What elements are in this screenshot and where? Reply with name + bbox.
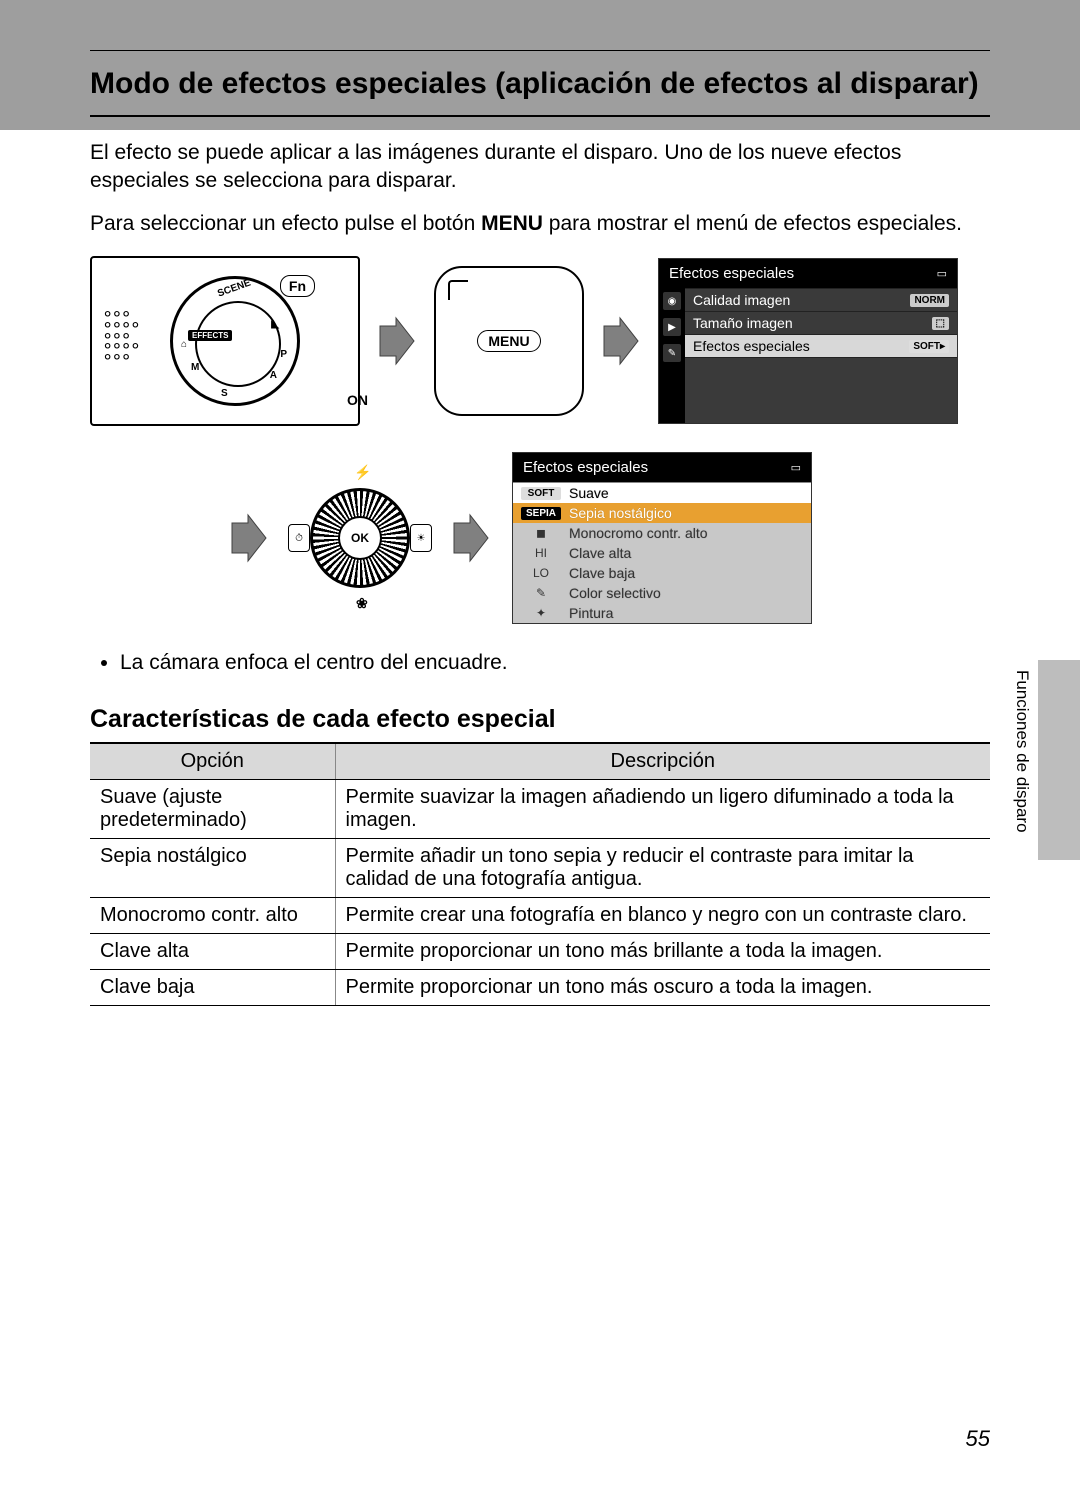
play-icon: ▶ (663, 318, 681, 336)
table-row: Sepia nostálgico Permite añadir un tono … (90, 839, 990, 898)
lcd2-title: Efectos especiales (523, 459, 648, 476)
table-header-option: Opción (90, 743, 335, 780)
lcd2-label: Pintura (569, 605, 613, 621)
lcd2-row: ✦ Pintura (513, 603, 811, 623)
para2-part-a: Para seleccionar un efecto pulse el botó… (90, 212, 481, 235)
table-header-row: Opción Descripción (90, 743, 990, 780)
lcd2-tag: ✦ (521, 606, 561, 620)
lcd2-tag: SOFT (521, 487, 561, 500)
lcd1-row-label: Calidad imagen (693, 292, 790, 308)
figure-row-2: ⚡ ⏱ OK ☀ ❀ Efectos especiales ▭ SOFT Suav… (230, 452, 990, 624)
lcd1-row-badge: ⬚ (932, 317, 949, 330)
table-header-description: Descripción (335, 743, 990, 780)
arrow-right-icon (602, 316, 640, 366)
page-number: 55 (966, 1426, 990, 1452)
figure-row-1: ∘∘∘∘∘∘∘∘∘∘∘∘∘∘∘∘∘ Fn SCENE ◣ P A S M ⌂ E… (90, 256, 990, 426)
lcd2-tag: SEPIA (521, 507, 561, 520)
arrow-right-icon (230, 513, 268, 563)
effects-dial-label: EFFECTS (188, 330, 232, 341)
table-cell-desc: Permite suavizar la imagen añadiendo un … (335, 780, 990, 839)
ok-multiselector-illustration: ⚡ ⏱ OK ☀ ❀ (290, 468, 430, 608)
lcd2-row-selected: SEPIA Sepia nostálgico (513, 503, 811, 523)
effects-table: Opción Descripción Suave (ajuste predete… (90, 742, 990, 1006)
table-cell-desc: Permite proporcionar un tono más brillan… (335, 934, 990, 970)
lcd2-tag: LO (521, 566, 561, 580)
table-cell-option: Suave (ajuste predeterminado) (90, 780, 335, 839)
lcd1-row-label: Efectos especiales (693, 338, 810, 354)
lcd2-label: Monocromo contr. alto (569, 525, 708, 541)
lcd2-label: Suave (569, 485, 609, 501)
lcd2-rows: SOFT Suave SEPIA Sepia nostálgico ◼ Monocro… (513, 482, 811, 623)
lcd2-row: HI Clave alta (513, 543, 811, 563)
para2-part-c: para mostrar el menú de efectos especial… (543, 212, 962, 235)
intro-paragraph-2: Para seleccionar un efecto pulse el botó… (90, 210, 990, 238)
table-row: Suave (ajuste predeterminado) Permite su… (90, 780, 990, 839)
timer-icon: ⏱ (288, 524, 310, 552)
exposure-icon: ☀ (410, 524, 432, 552)
lcd2-row: SOFT Suave (513, 483, 811, 503)
intro-paragraph-1: El efecto se puede aplicar a las imágene… (90, 139, 990, 196)
lcd1-row-badge: NORM (910, 294, 949, 307)
page-title: Modo de efectos especiales (aplicación d… (90, 67, 990, 101)
lcd2-label: Clave alta (569, 545, 631, 561)
dial-outer: Fn SCENE ◣ P A S M ⌂ (170, 276, 300, 406)
lcd1-rows: Calidad imagen NORM Tamaño imagen ⬚ Efec… (685, 288, 957, 423)
menu-button-label: MENU (477, 330, 540, 352)
arrow-right-icon (452, 513, 490, 563)
lcd2-tag: HI (521, 546, 561, 560)
camera-mode-dial-illustration: ∘∘∘∘∘∘∘∘∘∘∘∘∘∘∘∘∘ Fn SCENE ◣ P A S M ⌂ E… (90, 256, 360, 426)
table-cell-option: Clave baja (90, 970, 335, 1006)
table-row: Monocromo contr. alto Permite crear una … (90, 898, 990, 934)
lcd2-header: Efectos especiales ▭ (513, 453, 811, 482)
lcd1-empty (685, 357, 957, 423)
lcd2-label: Clave baja (569, 565, 635, 581)
table-cell-option: Sepia nostálgico (90, 839, 335, 898)
battery-icon: ▭ (791, 461, 801, 474)
section-subheading: Características de cada efecto especial (90, 705, 990, 734)
dial-mode-letters: SCENE ◣ P A S M ⌂ (173, 279, 297, 403)
lcd2-row: ◼ Monocromo contr. alto (513, 523, 811, 543)
menu-label-inline: MENU (481, 212, 543, 235)
table-row: Clave alta Permite proporcionar un tono … (90, 934, 990, 970)
bullet-item: La cámara enfoca el centro del encuadre. (120, 648, 990, 677)
lcd2-label: Sepia nostálgico (569, 505, 672, 521)
lcd1-row: Tamaño imagen ⬚ (685, 311, 957, 334)
arrow-right-icon (378, 316, 416, 366)
table-cell-option: Clave alta (90, 934, 335, 970)
title-rule (90, 115, 990, 117)
table-cell-option: Monocromo contr. alto (90, 898, 335, 934)
lcd-menu-screen-1: Efectos especiales ▭ ◉ ▶ ✎ Calidad image… (658, 258, 958, 424)
page-content: Modo de efectos especiales (aplicación d… (0, 0, 1080, 1046)
lcd1-title: Efectos especiales (669, 265, 794, 282)
lcd1-header: Efectos especiales ▭ (659, 259, 957, 288)
camera-icon: ◉ (663, 292, 681, 310)
lcd2-row: LO Clave baja (513, 563, 811, 583)
on-switch-label: ON (347, 392, 368, 408)
flash-icon: ⚡ (354, 464, 371, 481)
table-cell-desc: Permite crear una fotografía en blanco y… (335, 898, 990, 934)
table-cell-desc: Permite proporcionar un tono más oscuro … (335, 970, 990, 1006)
lcd1-row-selected: Efectos especiales SOFT▸ (685, 334, 957, 357)
battery-icon: ▭ (937, 267, 947, 280)
top-rule (90, 50, 990, 51)
lcd2-row: ✎ Color selectivo (513, 583, 811, 603)
ok-ring: OK (310, 488, 410, 588)
wrench-icon: ✎ (663, 344, 681, 362)
lcd2-tag: ✎ (521, 586, 561, 600)
ok-button-label: OK (338, 516, 382, 560)
lcd1-sidebar: ◉ ▶ ✎ (659, 288, 685, 423)
menu-button-illustration: MENU (434, 266, 584, 416)
lcd-menu-screen-2: Efectos especiales ▭ SOFT Suave SEPIA Sepi… (512, 452, 812, 624)
table-row: Clave baja Permite proporcionar un tono … (90, 970, 990, 1006)
lcd2-label: Color selectivo (569, 585, 661, 601)
lcd1-row: Calidad imagen NORM (685, 288, 957, 311)
macro-icon: ❀ (356, 595, 368, 612)
lcd2-tag: ◼ (521, 526, 561, 540)
lcd1-row-label: Tamaño imagen (693, 315, 793, 331)
table-cell-desc: Permite añadir un tono sepia y reducir e… (335, 839, 990, 898)
grip-dots: ∘∘∘∘∘∘∘∘∘∘∘∘∘∘∘∘∘ (102, 308, 139, 362)
lcd1-row-badge: SOFT▸ (909, 340, 949, 353)
bullet-list: La cámara enfoca el centro del encuadre. (120, 648, 990, 677)
